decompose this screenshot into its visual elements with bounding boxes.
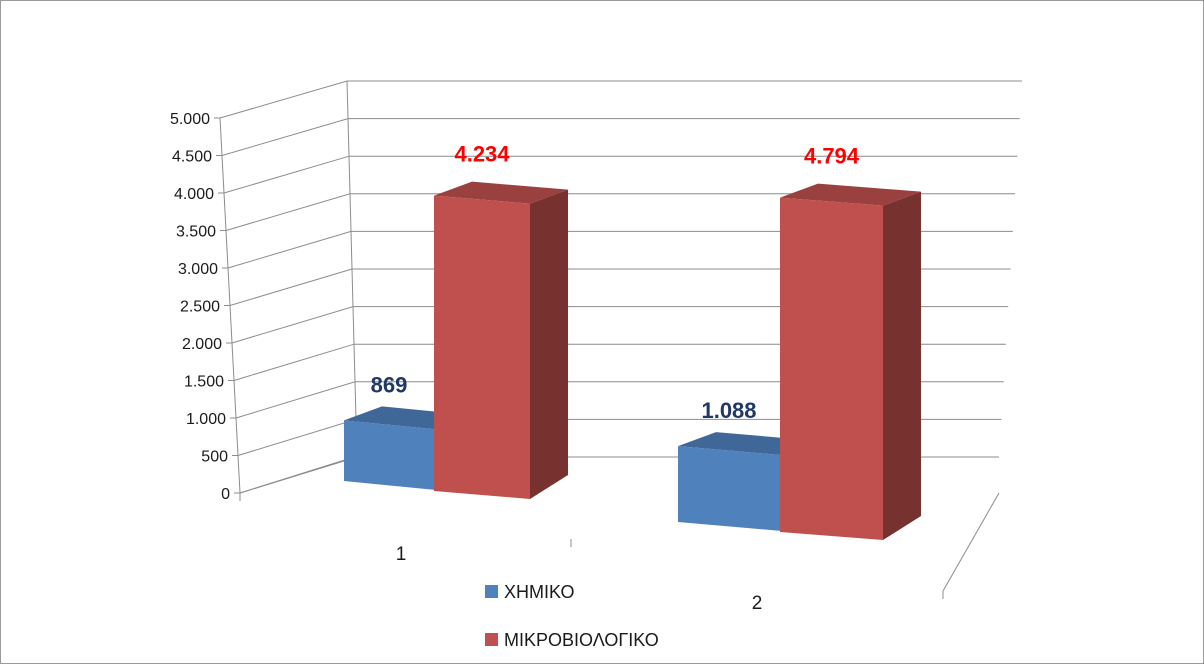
floor-right-edge: [942, 492, 1000, 592]
y-tick-label: 3.500: [176, 224, 216, 241]
y-tick-label: 2.000: [182, 336, 222, 353]
back-corner-line: [346, 80, 358, 458]
y-tick-label: 500: [201, 449, 228, 466]
gridline: [223, 155, 1018, 194]
bar-front-face: [678, 446, 782, 531]
bar-top-face: [780, 183, 921, 206]
data-label: 1.088: [701, 398, 756, 423]
gridline: [221, 118, 1020, 156]
bar-top-face: [434, 181, 568, 204]
bar-front-face: [344, 420, 436, 490]
legend-label: ΧΗΜΙΚΟ: [504, 582, 574, 602]
gridline: [219, 80, 1022, 119]
y-axis-line: [219, 117, 241, 494]
x-category-label: 2: [752, 593, 763, 614]
y-tick-label: 0: [221, 486, 230, 503]
legend-swatch: [485, 585, 498, 598]
y-tick-label: 4.000: [174, 186, 214, 203]
data-label: 4.234: [454, 142, 510, 167]
y-tick-label: 5.000: [170, 111, 210, 128]
data-label: 4.794: [804, 144, 860, 169]
x-category-label: 1: [396, 544, 407, 565]
y-tick-label: 4.500: [172, 149, 212, 166]
floor-left-edge: [239, 457, 352, 494]
bar-side-face: [530, 189, 568, 499]
data-label: 869: [371, 372, 408, 397]
y-tick-label: 1.000: [186, 411, 226, 428]
y-tick-label: 2.500: [180, 299, 220, 316]
y-tick-label: 1.500: [184, 374, 224, 391]
y-tick-label: 3.000: [178, 261, 218, 278]
bar-front-face: [434, 195, 530, 499]
bar-side-face: [883, 191, 921, 540]
legend-label: ΜΙΚΡΟΒΙΟΛΟΓΙΚΟ: [504, 630, 659, 650]
bar-front-face: [780, 197, 883, 540]
legend-swatch: [485, 633, 498, 646]
